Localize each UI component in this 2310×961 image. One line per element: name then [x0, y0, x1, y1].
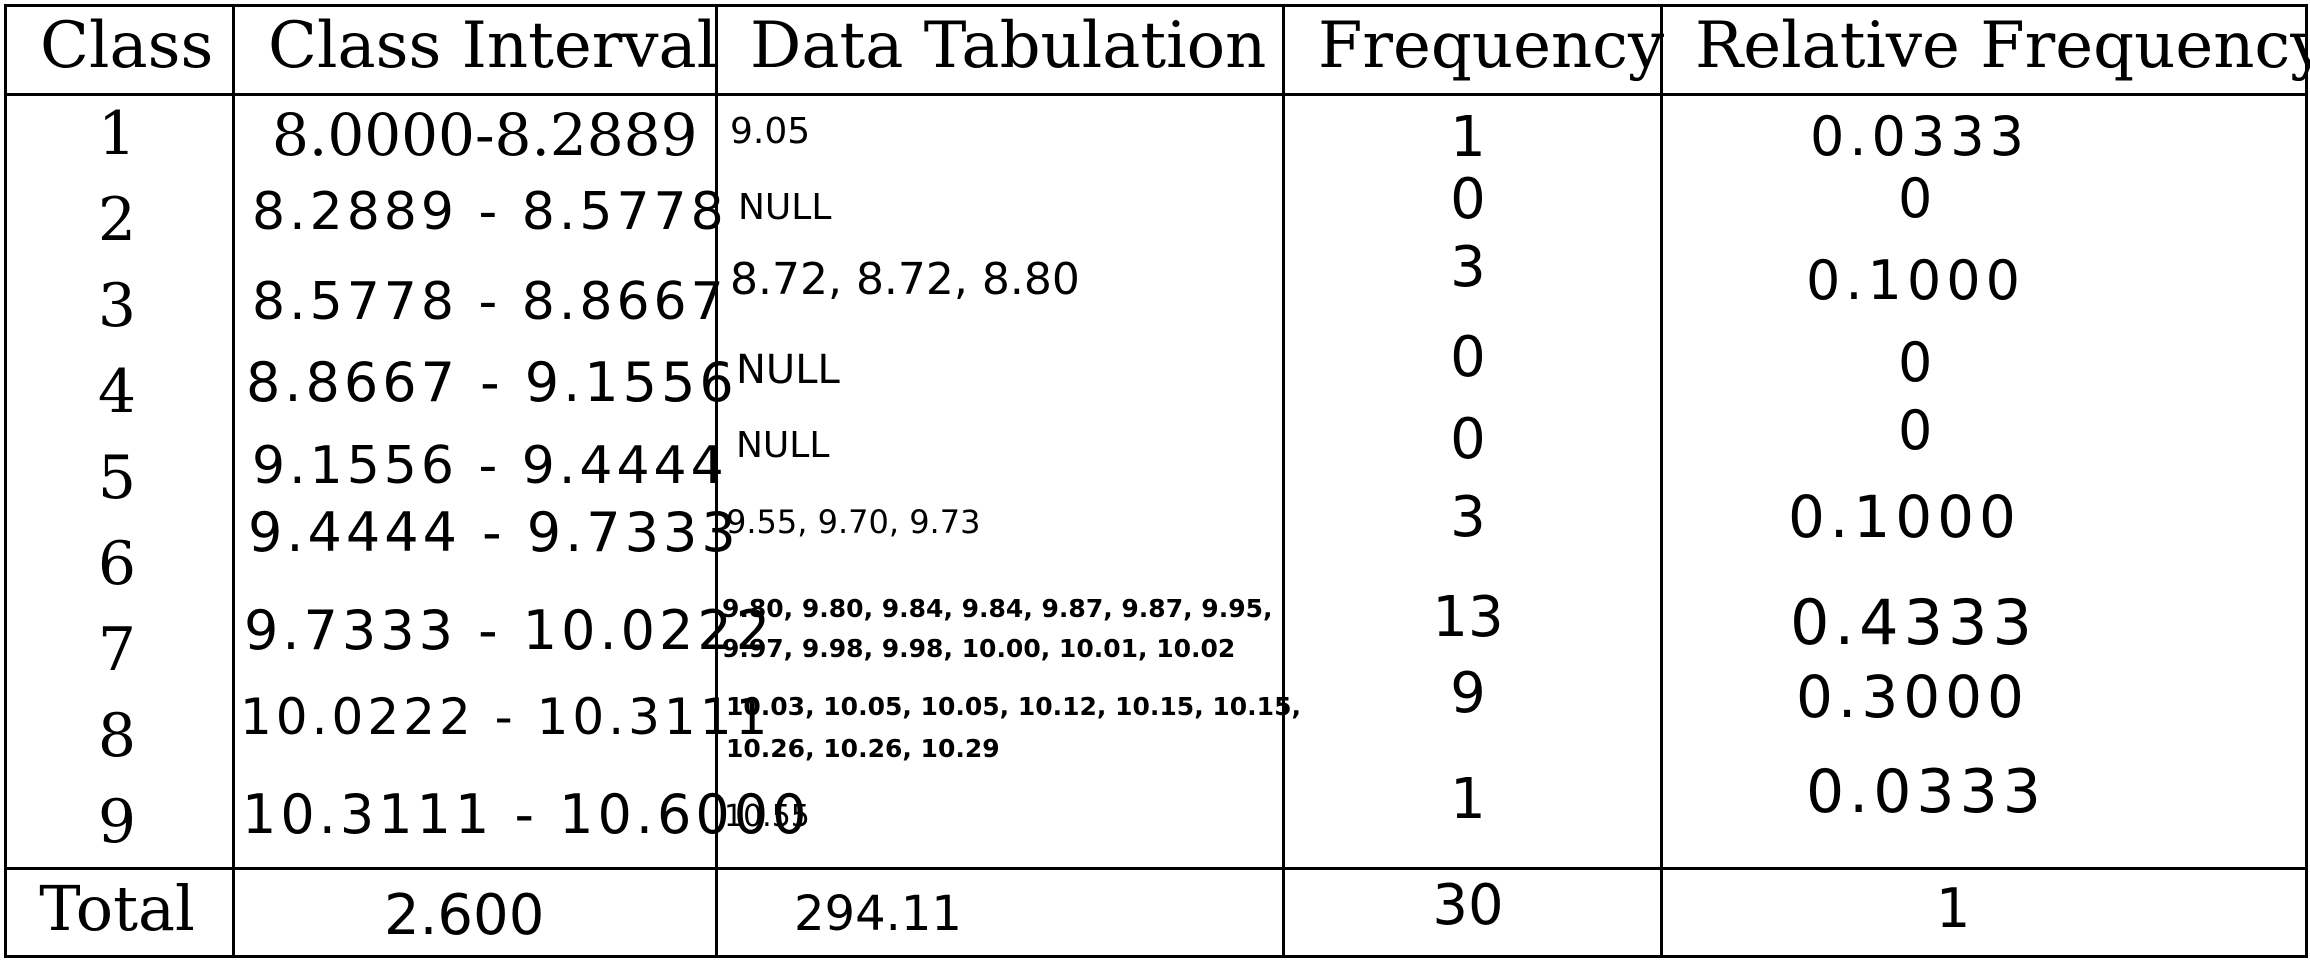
frequency: 13	[1432, 585, 1504, 650]
data-tabulation-line: 10.03, 10.05, 10.05, 10.12, 10.15, 10.15…	[726, 692, 1301, 721]
class-interval: 9.1556 - 9.4444	[252, 436, 728, 496]
frequency: 1	[1450, 105, 1486, 170]
header-class-interval: Class Interval	[268, 9, 718, 83]
data-tabulation: NULL	[736, 425, 830, 466]
class-number: 4	[97, 357, 137, 427]
header-data-tabulation: Data Tabulation	[750, 9, 1267, 83]
class-interval: 8.8667 - 9.1556	[246, 351, 738, 414]
table-border-right	[2305, 4, 2308, 958]
header-relative-frequency: Relative Frequency	[1695, 9, 2310, 83]
frequency: 3	[1450, 485, 1486, 550]
frequency: 3	[1450, 235, 1486, 300]
data-tabulation: 10.55	[724, 799, 810, 834]
table-border-bottom	[4, 955, 2308, 958]
column-divider	[1660, 4, 1663, 958]
frequency: 0	[1450, 325, 1486, 390]
total-divider	[4, 867, 2308, 870]
data-tabulation-line: 10.26, 10.26, 10.29	[726, 734, 1000, 763]
frequency: 0	[1450, 167, 1486, 232]
total-data-tabulation: 294.11	[794, 886, 962, 942]
total-relative-frequency: 1	[1936, 877, 1971, 940]
relative-frequency: 0.0333	[1810, 105, 2029, 168]
class-interval: 9.7333 - 10.0222	[244, 599, 775, 662]
class-number: 3	[97, 271, 137, 341]
class-interval: 8.0000-8.2889	[272, 101, 698, 169]
relative-frequency: 0.0333	[1806, 757, 2046, 827]
frequency: 0	[1450, 407, 1486, 472]
relative-frequency: 0	[1898, 331, 1938, 394]
relative-frequency: 0.4333	[1790, 586, 2037, 659]
header-frequency: Frequency	[1318, 9, 1665, 83]
class-interval: 8.5778 - 8.8667	[252, 272, 728, 332]
relative-frequency: 0	[1898, 167, 1938, 230]
data-tabulation: 9.05	[730, 111, 811, 152]
data-tabulation: NULL	[736, 347, 840, 393]
relative-frequency: 0.1000	[1806, 249, 2025, 312]
data-tabulation: 9.55, 9.70, 9.73	[726, 503, 981, 541]
header-divider	[4, 93, 2308, 96]
data-tabulation: NULL	[738, 187, 832, 228]
frequency: 1	[1450, 767, 1486, 832]
class-number: 6	[97, 529, 137, 599]
class-interval: 9.4444 - 9.7333	[248, 501, 740, 564]
column-divider	[1282, 4, 1285, 958]
table-border-top	[4, 4, 2308, 7]
relative-frequency: 0.3000	[1796, 663, 2029, 731]
class-interval: 8.2889 - 8.5778	[252, 182, 728, 242]
data-tabulation: 8.72, 8.72, 8.80	[730, 254, 1080, 305]
total-label: Total	[39, 872, 195, 945]
header-class: Class	[40, 9, 214, 83]
table-border-left	[4, 4, 7, 958]
relative-frequency: 0	[1898, 399, 1938, 462]
total-frequency: 30	[1432, 873, 1504, 938]
data-tabulation-line: 9.80, 9.80, 9.84, 9.84, 9.87, 9.87, 9.95…	[722, 594, 1273, 623]
column-divider	[232, 4, 235, 958]
frequency: 9	[1450, 661, 1486, 726]
class-interval: 10.3111 - 10.6000	[242, 783, 811, 846]
relative-frequency: 0.1000	[1788, 483, 2021, 551]
class-number: 8	[97, 701, 137, 771]
data-tabulation-line: 9.97, 9.98, 9.98, 10.00, 10.01, 10.02	[722, 634, 1236, 663]
class-number: 2	[97, 185, 137, 255]
class-number: 9	[97, 787, 137, 857]
class-number: 5	[97, 443, 137, 513]
total-class-interval: 2.600	[384, 883, 545, 948]
class-interval: 10.0222 - 10.3111	[240, 688, 772, 746]
class-number: 1	[97, 99, 137, 169]
column-divider	[715, 4, 718, 958]
class-number: 7	[97, 615, 137, 685]
